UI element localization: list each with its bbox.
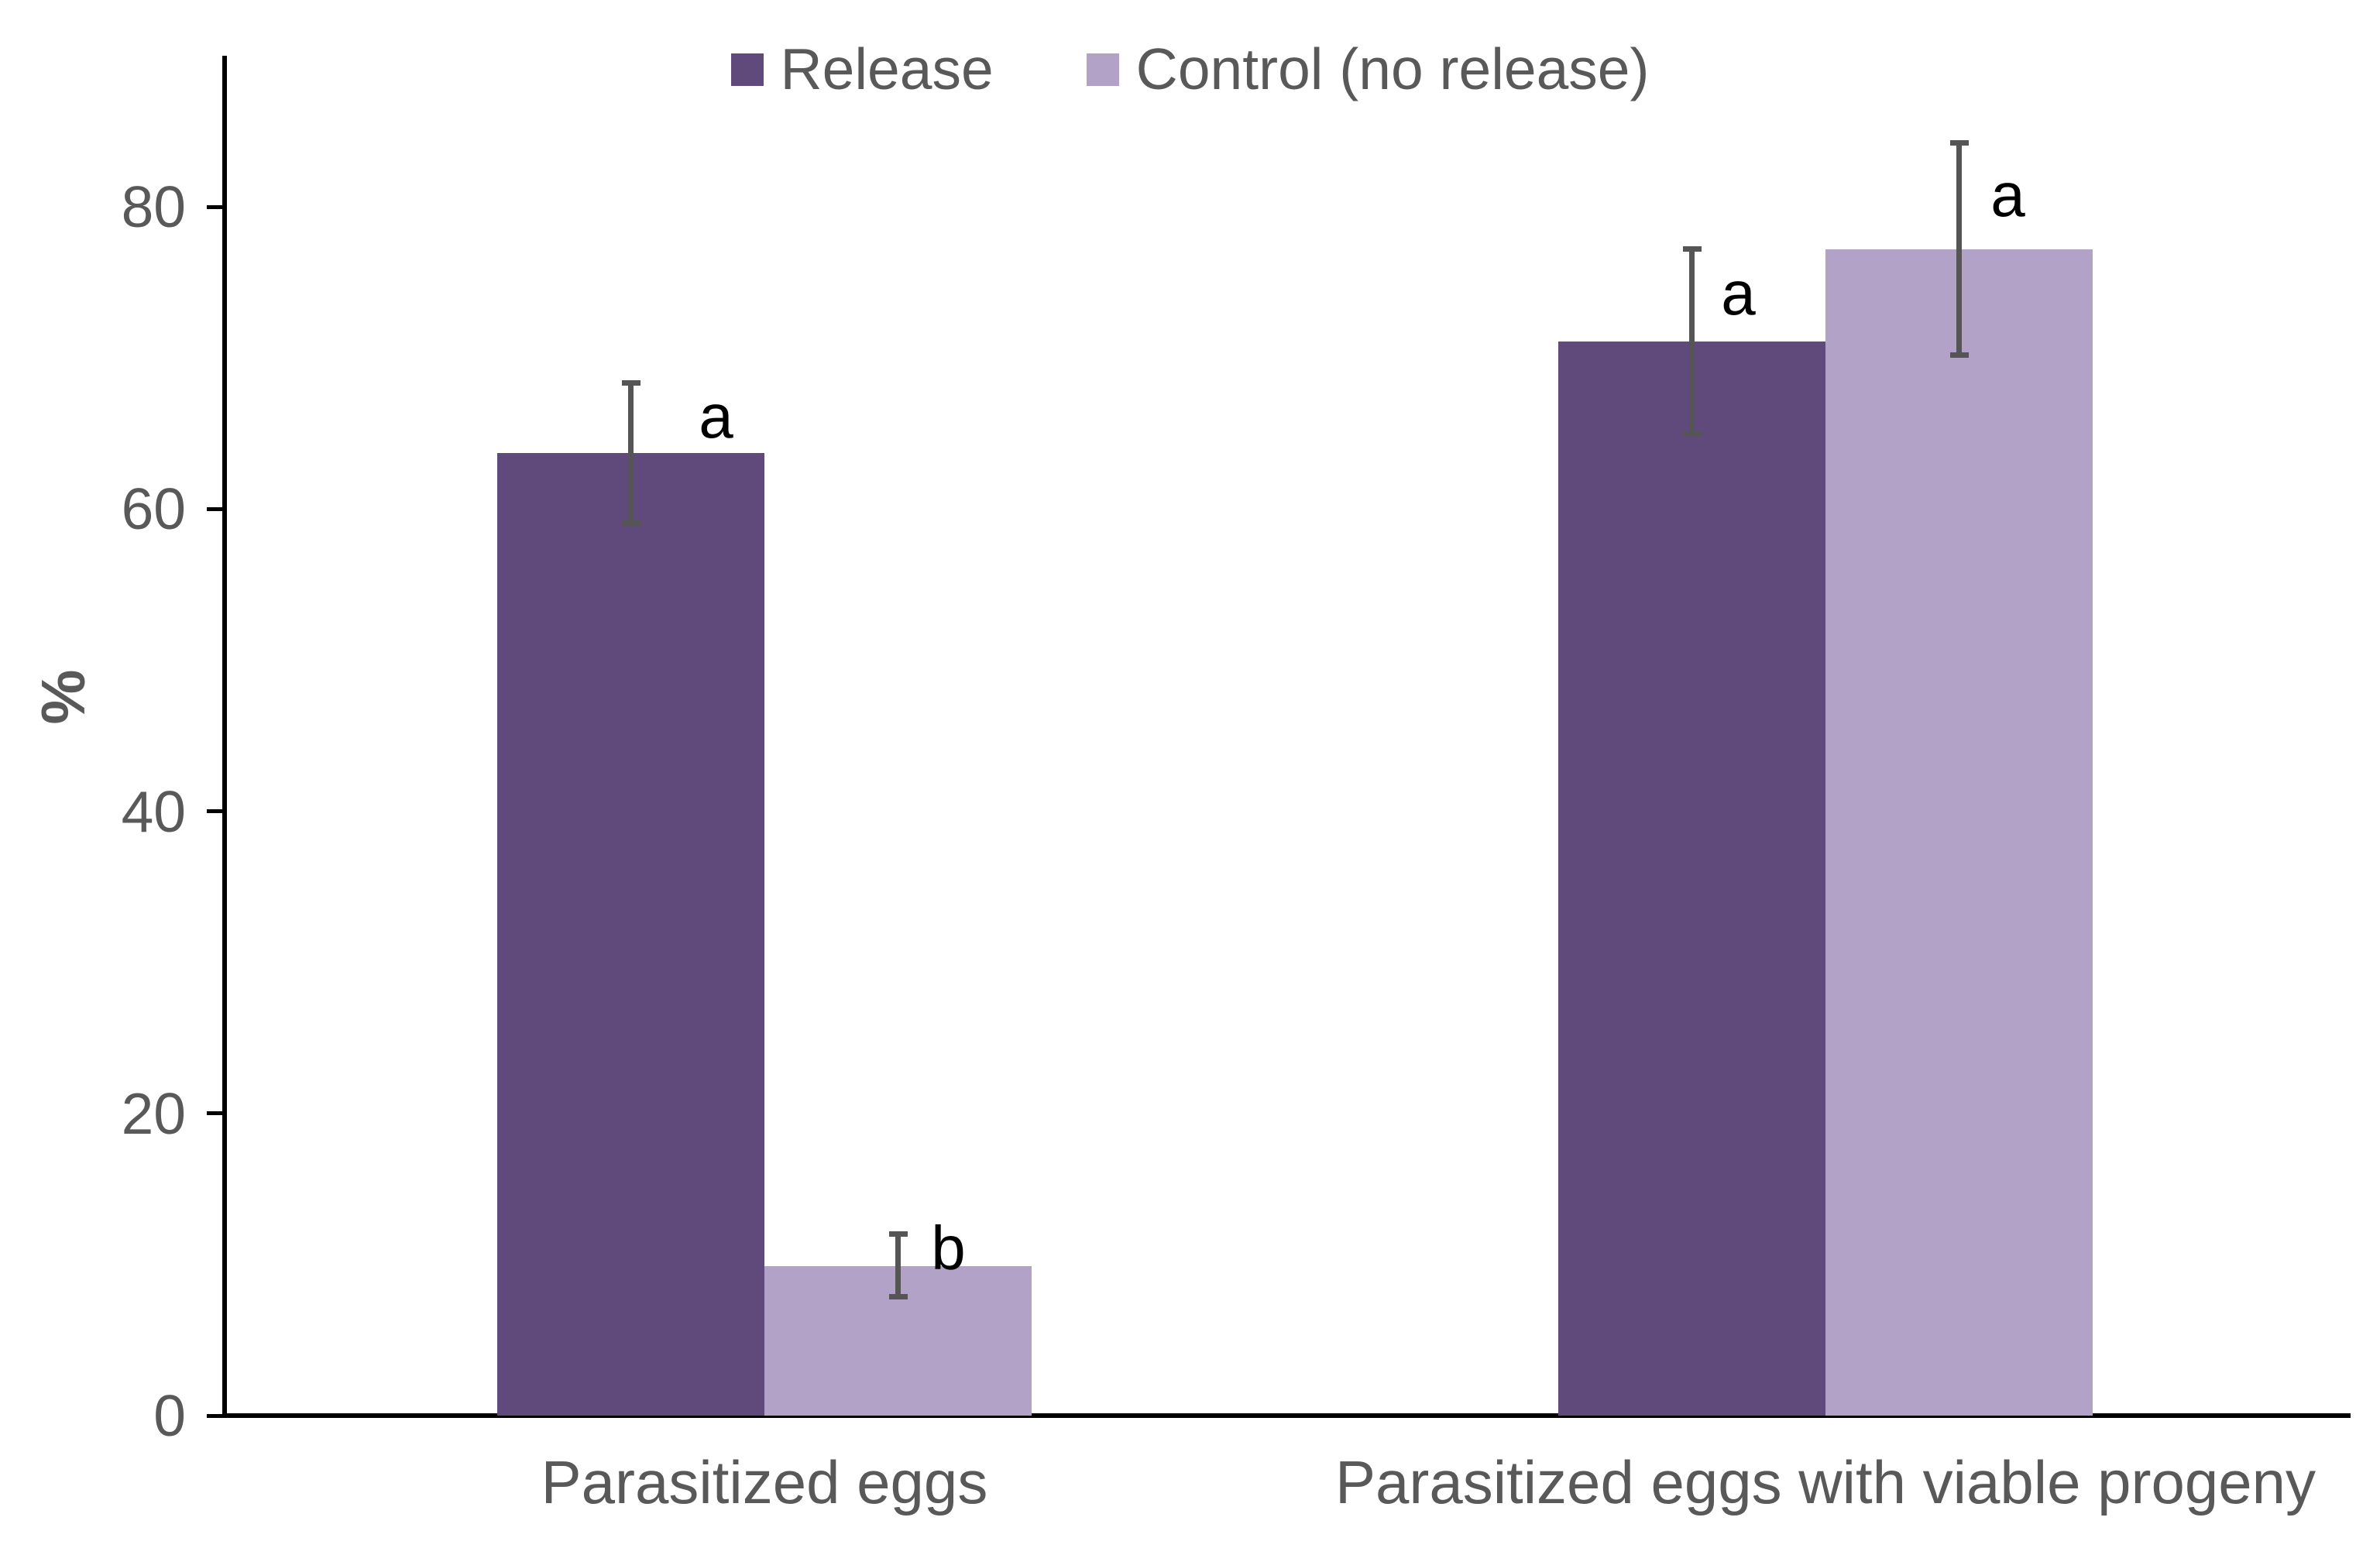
bar-release-1: [1558, 341, 1825, 1416]
error-bar-line: [1956, 140, 1962, 359]
y-tick-label: 80: [121, 174, 186, 240]
x-axis-line: [222, 1413, 2351, 1418]
y-tick-label: 0: [153, 1383, 186, 1448]
y-tick-label: 60: [121, 476, 186, 542]
error-bar-line: [1689, 245, 1695, 437]
y-tick-mark: [207, 809, 222, 814]
legend-item: Release: [730, 36, 994, 101]
bar-release-0: [497, 453, 764, 1416]
y-tick-mark: [207, 506, 222, 511]
error-bar-cap-top: [888, 1231, 908, 1237]
y-tick-mark: [207, 1413, 222, 1418]
error-bar-cap-bottom: [1949, 352, 1969, 359]
y-tick-mark: [207, 204, 222, 209]
error-bar-cap-bottom: [888, 1293, 908, 1299]
x-category-label: Parasitized eggs: [541, 1448, 988, 1516]
y-tick-mark: [207, 1111, 222, 1116]
legend-item: Control (no release): [1086, 36, 1650, 101]
legend: Release Control (no release): [0, 40, 2380, 98]
legend-label: Control (no release): [1135, 36, 1650, 101]
x-category-label: Parasitized eggs with viable progeny: [1334, 1448, 2316, 1516]
significance-letter: b: [931, 1213, 966, 1283]
error-bar-cap-top: [1949, 140, 1969, 146]
error-bar-cap-bottom: [621, 520, 641, 526]
y-tick-label: 20: [121, 1080, 186, 1146]
legend-label: Release: [780, 36, 994, 101]
y-tick-label: 40: [121, 778, 186, 844]
legend-swatch-icon: [730, 53, 764, 86]
error-bar-line: [895, 1231, 901, 1299]
bar-control-no-release-1: [1825, 249, 2093, 1416]
significance-letter: a: [1990, 160, 2025, 229]
significance-letter: a: [1721, 259, 1756, 328]
error-bar-cap-top: [1682, 245, 1702, 252]
y-axis-title: %: [29, 669, 98, 725]
error-bar-line: [628, 380, 634, 526]
legend-swatch-icon: [1086, 53, 1119, 86]
significance-letter: a: [699, 382, 733, 451]
error-bar-cap-top: [621, 380, 641, 386]
error-bar-cap-bottom: [1682, 431, 1702, 437]
y-axis-line: [222, 56, 227, 1418]
